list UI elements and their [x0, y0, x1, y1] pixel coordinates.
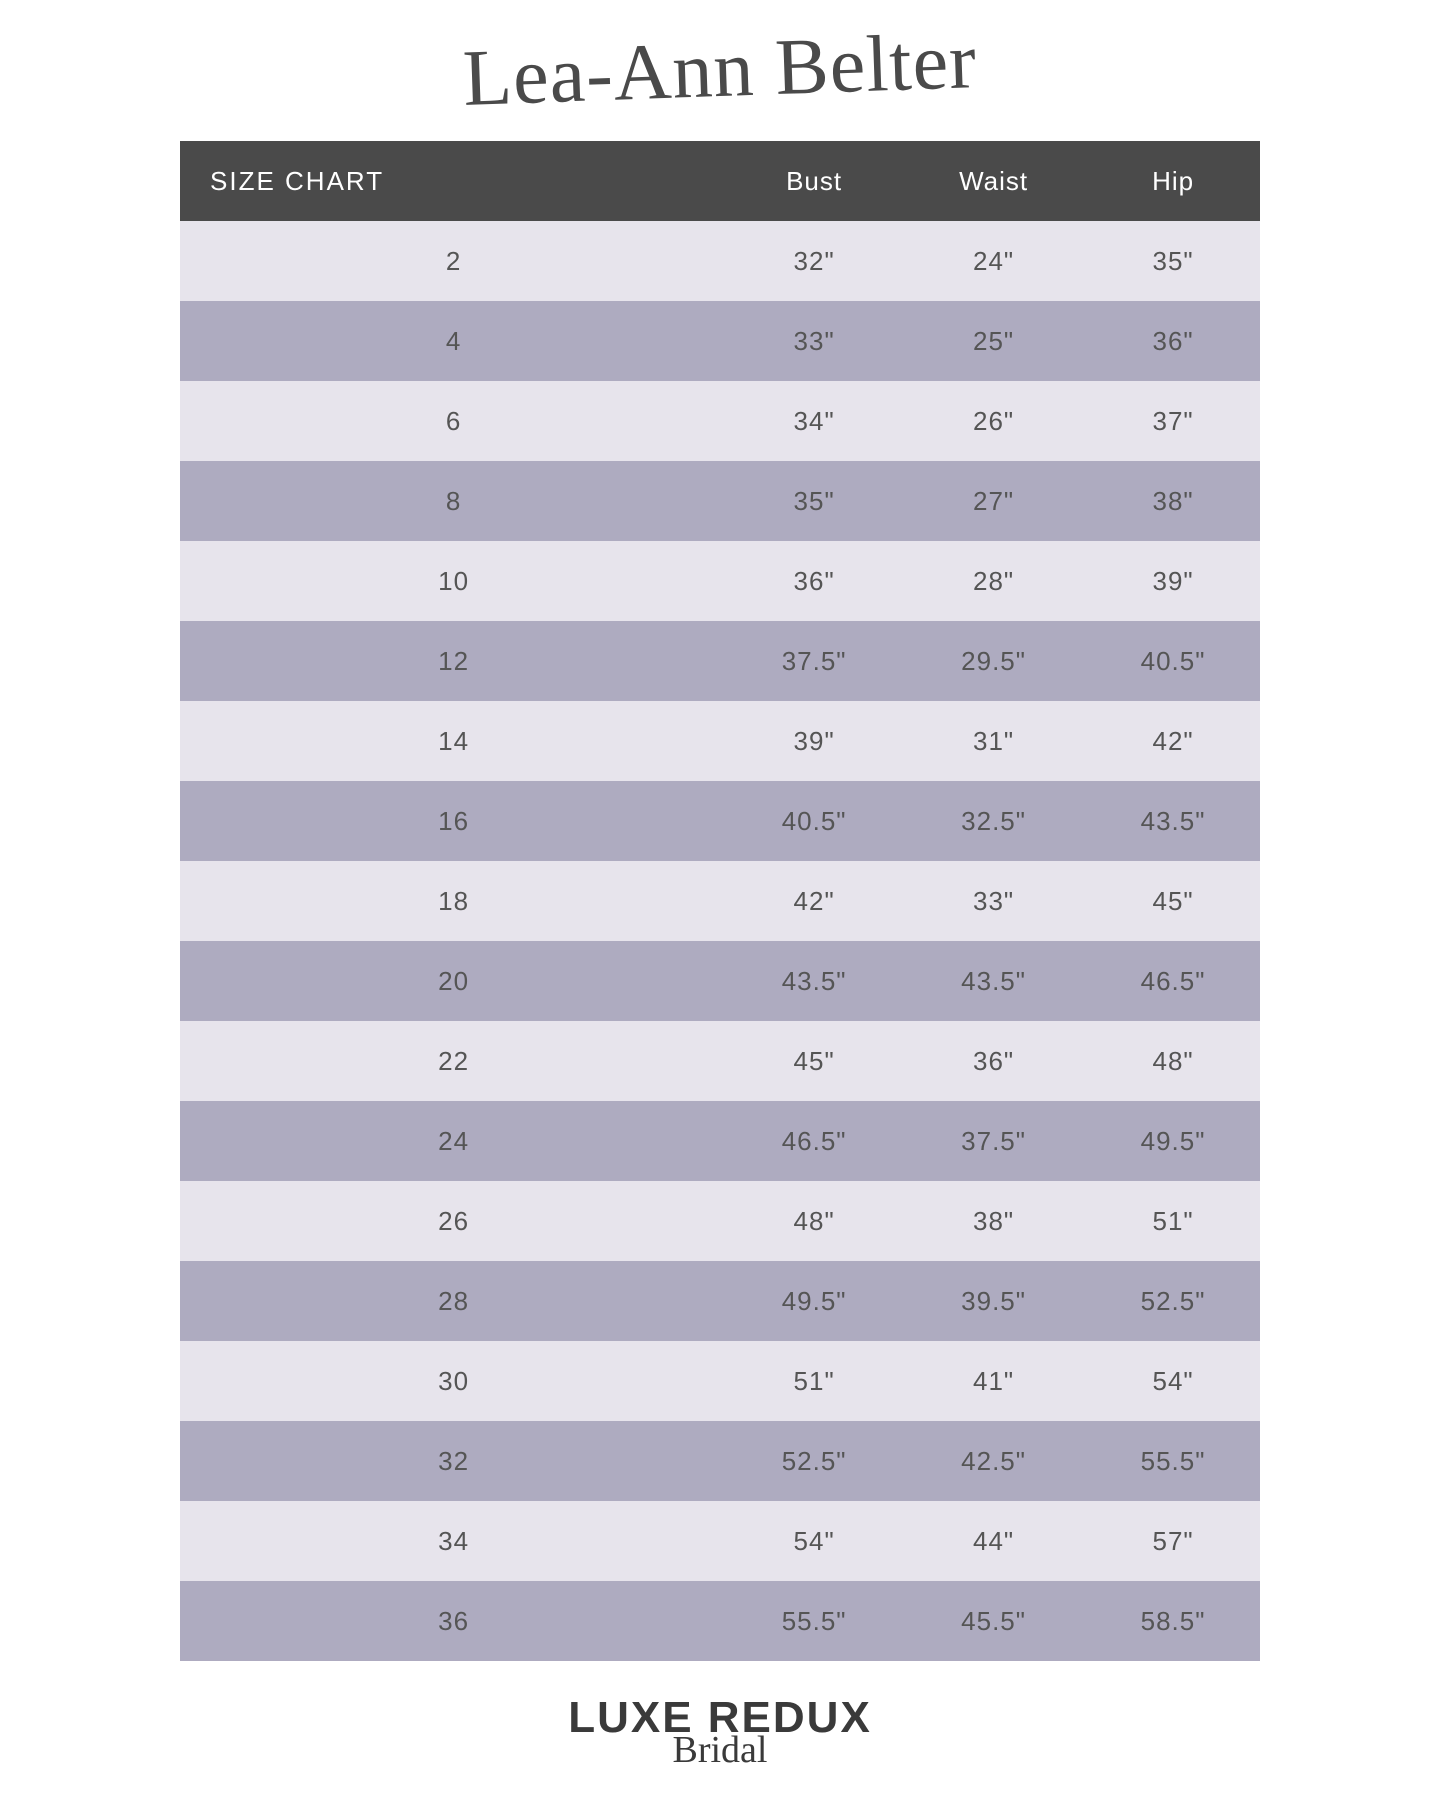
col-header-waist: Waist — [901, 141, 1086, 221]
table-row: 2245"36"48" — [180, 1021, 1260, 1101]
table-cell: 12 — [180, 621, 727, 701]
table-cell: 52.5" — [727, 1421, 901, 1501]
table-cell: 27" — [901, 461, 1086, 541]
table-row: 3454"44"57" — [180, 1501, 1260, 1581]
table-cell: 43.5" — [727, 941, 901, 1021]
table-cell: 38" — [1086, 461, 1260, 541]
table-cell: 25" — [901, 301, 1086, 381]
table-row: 2648"38"51" — [180, 1181, 1260, 1261]
table-cell: 32" — [727, 221, 901, 301]
table-row: 3655.5"45.5"58.5" — [180, 1581, 1260, 1661]
table-cell: 28 — [180, 1261, 727, 1341]
table-cell: 2 — [180, 221, 727, 301]
table-cell: 32 — [180, 1421, 727, 1501]
table-cell: 55.5" — [1086, 1421, 1260, 1501]
table-cell: 6 — [180, 381, 727, 461]
table-cell: 28" — [901, 541, 1086, 621]
table-cell: 48" — [1086, 1021, 1260, 1101]
table-row: 1842"33"45" — [180, 861, 1260, 941]
table-cell: 22 — [180, 1021, 727, 1101]
table-cell: 45.5" — [901, 1581, 1086, 1661]
table-cell: 33" — [727, 301, 901, 381]
table-cell: 16 — [180, 781, 727, 861]
table-cell: 37.5" — [901, 1101, 1086, 1181]
table-cell: 57" — [1086, 1501, 1260, 1581]
table-cell: 38" — [901, 1181, 1086, 1261]
table-row: 1439"31"42" — [180, 701, 1260, 781]
table-cell: 26" — [901, 381, 1086, 461]
table-cell: 29.5" — [901, 621, 1086, 701]
col-header-hip: Hip — [1086, 141, 1260, 221]
table-row: 232"24"35" — [180, 221, 1260, 301]
table-row: 3252.5"42.5"55.5" — [180, 1421, 1260, 1501]
table-cell: 41" — [901, 1341, 1086, 1421]
table-cell: 55.5" — [727, 1581, 901, 1661]
table-cell: 46.5" — [1086, 941, 1260, 1021]
table-cell: 40.5" — [727, 781, 901, 861]
table-cell: 18 — [180, 861, 727, 941]
table-cell: 39.5" — [901, 1261, 1086, 1341]
table-cell: 54" — [1086, 1341, 1260, 1421]
table-row: 2849.5"39.5"52.5" — [180, 1261, 1260, 1341]
table-cell: 8 — [180, 461, 727, 541]
size-chart-table: SIZE CHART Bust Waist Hip 232"24"35"433"… — [180, 141, 1260, 1661]
table-cell: 40.5" — [1086, 621, 1260, 701]
table-cell: 36" — [1086, 301, 1260, 381]
table-cell: 39" — [727, 701, 901, 781]
col-header-size: SIZE CHART — [180, 141, 727, 221]
table-cell: 32.5" — [901, 781, 1086, 861]
table-cell: 54" — [727, 1501, 901, 1581]
footer-logo: LUXE REDUX Bridal — [568, 1696, 872, 1772]
table-cell: 20 — [180, 941, 727, 1021]
table-row: 433"25"36" — [180, 301, 1260, 381]
table-cell: 24" — [901, 221, 1086, 301]
table-cell: 10 — [180, 541, 727, 621]
table-row: 1237.5"29.5"40.5" — [180, 621, 1260, 701]
table-cell: 42" — [727, 861, 901, 941]
table-cell: 36 — [180, 1581, 727, 1661]
col-header-bust: Bust — [727, 141, 901, 221]
table-row: 634"26"37" — [180, 381, 1260, 461]
table-row: 835"27"38" — [180, 461, 1260, 541]
table-cell: 49.5" — [1086, 1101, 1260, 1181]
table-cell: 51" — [727, 1341, 901, 1421]
table-cell: 49.5" — [727, 1261, 901, 1341]
table-cell: 45" — [727, 1021, 901, 1101]
table-cell: 34 — [180, 1501, 727, 1581]
table-cell: 37" — [1086, 381, 1260, 461]
table-cell: 46.5" — [727, 1101, 901, 1181]
table-cell: 42" — [1086, 701, 1260, 781]
table-cell: 34" — [727, 381, 901, 461]
table-cell: 24 — [180, 1101, 727, 1181]
page-title: Lea-Ann Belter — [462, 16, 979, 125]
table-cell: 4 — [180, 301, 727, 381]
table-cell: 43.5" — [1086, 781, 1260, 861]
table-row: 1036"28"39" — [180, 541, 1260, 621]
table-cell: 35" — [727, 461, 901, 541]
table-cell: 35" — [1086, 221, 1260, 301]
table-cell: 26 — [180, 1181, 727, 1261]
table-cell: 43.5" — [901, 941, 1086, 1021]
table-cell: 31" — [901, 701, 1086, 781]
table-row: 3051"41"54" — [180, 1341, 1260, 1421]
table-cell: 36" — [901, 1021, 1086, 1101]
table-cell: 58.5" — [1086, 1581, 1260, 1661]
table-cell: 44" — [901, 1501, 1086, 1581]
table-cell: 52.5" — [1086, 1261, 1260, 1341]
table-cell: 39" — [1086, 541, 1260, 621]
table-row: 1640.5"32.5"43.5" — [180, 781, 1260, 861]
table-row: 2446.5"37.5"49.5" — [180, 1101, 1260, 1181]
table-cell: 42.5" — [901, 1421, 1086, 1501]
table-cell: 14 — [180, 701, 727, 781]
table-cell: 36" — [727, 541, 901, 621]
table-cell: 51" — [1086, 1181, 1260, 1261]
table-row: 2043.5"43.5"46.5" — [180, 941, 1260, 1021]
table-cell: 37.5" — [727, 621, 901, 701]
table-cell: 30 — [180, 1341, 727, 1421]
table-header-row: SIZE CHART Bust Waist Hip — [180, 141, 1260, 221]
table-cell: 33" — [901, 861, 1086, 941]
table-cell: 45" — [1086, 861, 1260, 941]
table-cell: 48" — [727, 1181, 901, 1261]
